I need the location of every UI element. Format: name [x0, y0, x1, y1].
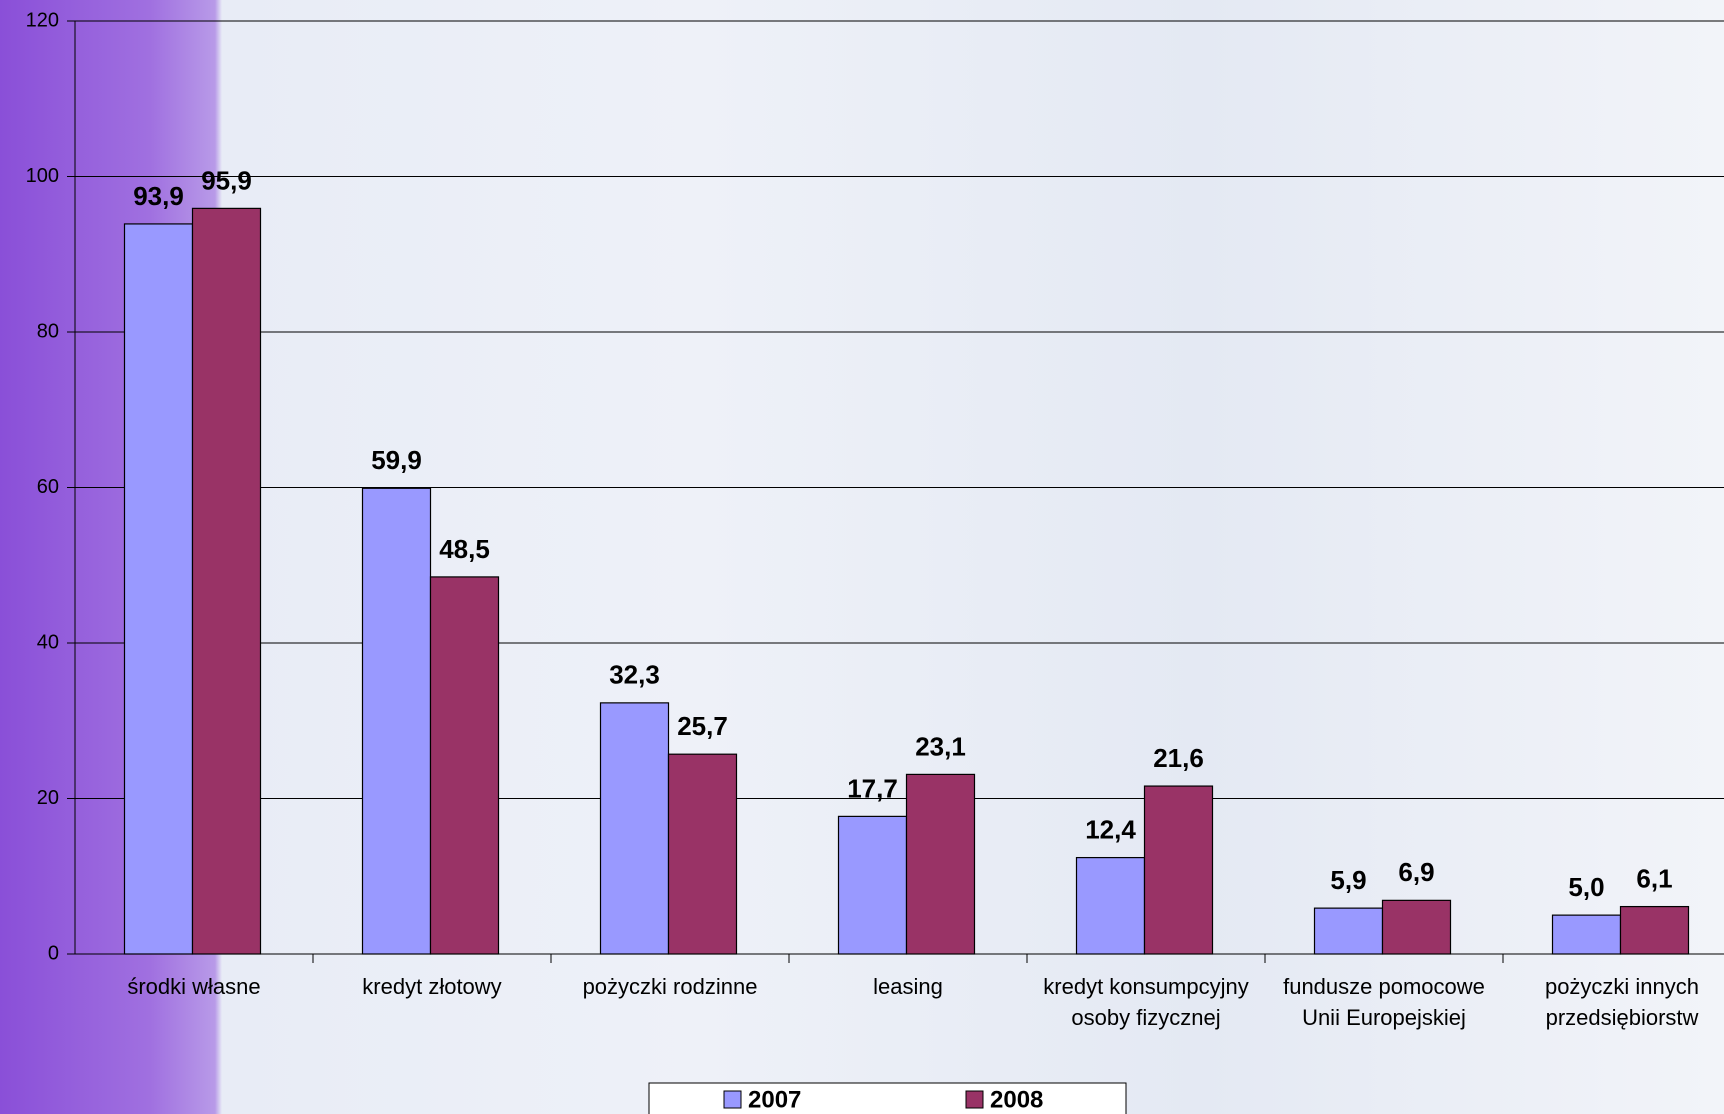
bar	[837, 815, 908, 955]
bar	[1075, 856, 1146, 955]
legend-box	[648, 1082, 1127, 1114]
x-tick-label: pożyczki rodzinne	[582, 974, 758, 999]
bar	[1381, 899, 1452, 955]
bar	[123, 223, 194, 955]
value-label: 95,9	[201, 165, 252, 195]
value-label: 6,1	[1636, 863, 1672, 893]
value-label: 23,1	[915, 731, 966, 761]
value-label: 5,0	[1568, 872, 1604, 902]
x-tick-label: kredyt złotowy	[362, 974, 502, 999]
bar	[905, 773, 976, 955]
y-tick-label: 120	[26, 9, 59, 31]
bar	[1143, 785, 1214, 955]
value-label: 21,6	[1153, 743, 1204, 773]
bar	[599, 702, 670, 955]
legend-swatch	[965, 1090, 984, 1109]
bar	[361, 487, 432, 955]
value-label: 25,7	[677, 711, 728, 741]
x-tick-label: leasing	[873, 974, 943, 999]
x-tick-label: kredyt konsumpcyjny osoby fizycznej	[1043, 974, 1249, 1030]
bar	[1313, 907, 1384, 955]
value-label: 12,4	[1085, 814, 1136, 844]
value-label: 32,3	[609, 660, 660, 690]
value-label: 5,9	[1330, 865, 1366, 895]
y-tick-label: 20	[37, 787, 59, 809]
bar	[429, 576, 500, 955]
y-tick-label: 40	[37, 631, 59, 653]
y-tick-label: 60	[37, 476, 59, 498]
bar	[191, 207, 262, 955]
x-tick-label: pożyczki innych przedsiębiorstw	[1544, 974, 1700, 1030]
value-label: 93,9	[133, 181, 184, 211]
legend-label: 2008	[990, 1086, 1043, 1113]
value-label: 17,7	[847, 773, 898, 803]
y-tick-label: 80	[37, 320, 59, 342]
x-tick-label: środki własne	[127, 974, 261, 999]
value-label: 6,9	[1398, 857, 1434, 887]
bar	[1551, 914, 1622, 955]
y-tick-label: 100	[26, 165, 59, 187]
x-tick-label: fundusze pomocowe Unii Europejskiej	[1283, 974, 1485, 1030]
value-label: 48,5	[439, 534, 490, 564]
bar	[667, 753, 738, 955]
value-label: 59,9	[371, 445, 422, 475]
y-tick-label: 0	[48, 942, 59, 964]
bar	[1619, 905, 1690, 955]
legend-label: 2007	[748, 1086, 801, 1113]
legend-swatch	[723, 1090, 742, 1109]
